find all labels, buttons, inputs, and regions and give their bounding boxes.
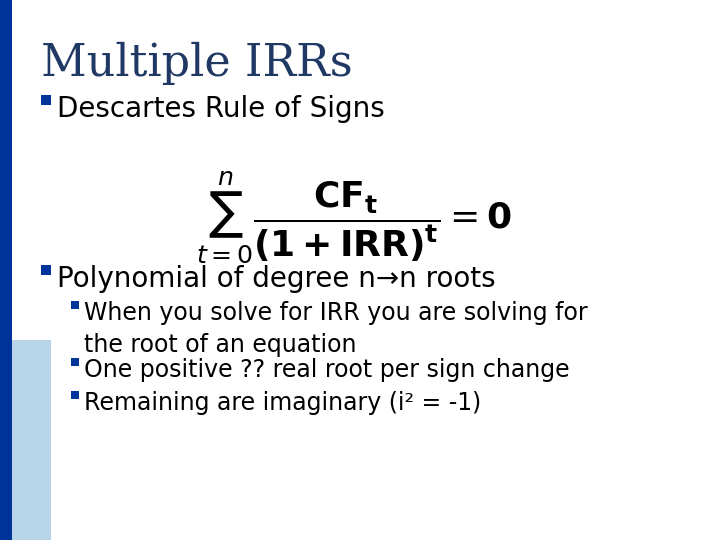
FancyBboxPatch shape <box>41 95 51 105</box>
Text: Polynomial of degree n→n roots: Polynomial of degree n→n roots <box>57 265 495 293</box>
Text: Descartes Rule of Signs: Descartes Rule of Signs <box>57 95 384 123</box>
FancyBboxPatch shape <box>71 301 78 309</box>
FancyBboxPatch shape <box>12 340 51 540</box>
Text: One positive ?? real root per sign change: One positive ?? real root per sign chang… <box>84 358 570 382</box>
Text: When you solve for IRR you are solving for
the root of an equation: When you solve for IRR you are solving f… <box>84 301 588 356</box>
Text: Remaining are imaginary (i² = -1): Remaining are imaginary (i² = -1) <box>84 391 481 415</box>
FancyBboxPatch shape <box>41 265 51 275</box>
FancyBboxPatch shape <box>0 0 12 540</box>
FancyBboxPatch shape <box>71 358 78 366</box>
Text: Multiple IRRs: Multiple IRRs <box>41 42 353 85</box>
FancyBboxPatch shape <box>71 391 78 399</box>
Text: $\sum_{t=0}^{n} \dfrac{\mathbf{CF_t}}{\mathbf{(1+IRR)^t}} = \mathbf{0}$: $\sum_{t=0}^{n} \dfrac{\mathbf{CF_t}}{\m… <box>196 170 513 266</box>
